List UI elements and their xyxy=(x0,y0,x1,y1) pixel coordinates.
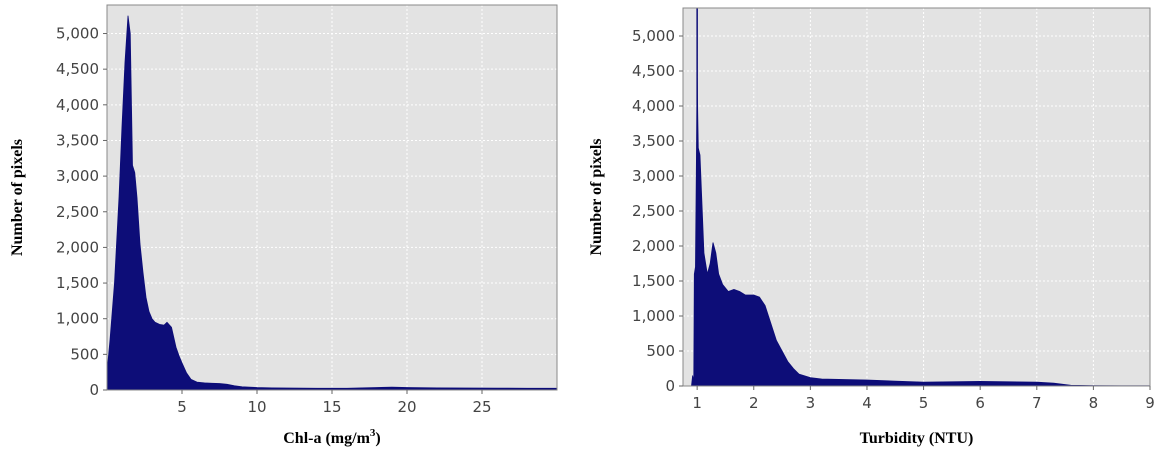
turbidity-histogram: 0 500 1,000 1,500 2,000 2,500 3,000 3,500 4,000 4… xyxy=(588,7,1155,447)
y-tick-label: 1,000 xyxy=(56,310,99,328)
x-tick-label: 20 xyxy=(397,398,416,416)
y-tick-label: 2,500 xyxy=(632,202,675,220)
y-tick-label: 3,500 xyxy=(56,131,99,149)
x-axis-ticks: 5 10 15 20 25 xyxy=(177,390,492,416)
x-axis-title-tail: ) xyxy=(375,430,380,447)
y-tick-label: 3,500 xyxy=(632,132,675,150)
x-axis-title: Chl-a (mg/m3) xyxy=(283,427,380,447)
x-tick-label: 15 xyxy=(322,398,341,416)
y-tick-label: 0 xyxy=(89,381,99,399)
y-tick-label: 2,000 xyxy=(632,237,675,255)
x-tick-label: 25 xyxy=(472,398,491,416)
x-axis-title-main: Chl-a (mg/m xyxy=(283,430,370,447)
x-tick-label: 5 xyxy=(177,398,187,416)
y-tick-label: 3,000 xyxy=(56,167,99,185)
plot-frame xyxy=(682,7,1151,387)
x-tick-label: 6 xyxy=(975,394,985,412)
y-axis-ticks: 0 500 1,000 1,500 2,000 2,500 3,000 3,500 4,000 4… xyxy=(632,27,683,395)
y-tick-label: 5,000 xyxy=(632,27,675,45)
y-tick-label: 4,500 xyxy=(56,60,99,78)
y-tick-label: 2,000 xyxy=(56,238,99,256)
x-tick-label: 8 xyxy=(1089,394,1099,412)
gridlines xyxy=(107,5,557,391)
y-tick-label: 5,000 xyxy=(56,25,99,43)
y-axis-ticks: 0 500 1,000 1,500 2,000 2,500 3,000 3,500 4,000 4… xyxy=(56,25,107,399)
x-tick-label: 10 xyxy=(247,398,266,416)
y-tick-label: 500 xyxy=(70,345,99,363)
y-tick-label: 3,000 xyxy=(632,167,675,185)
x-tick-label: 1 xyxy=(692,394,702,412)
y-tick-label: 4,000 xyxy=(632,97,675,115)
x-tick-label: 3 xyxy=(806,394,816,412)
y-tick-label: 500 xyxy=(646,342,675,360)
y-tick-label: 0 xyxy=(665,377,675,395)
chl-a-histogram: 0 500 1,000 1,500 2,000 2,500 3,000 3,500 4,000 4… xyxy=(9,4,558,447)
x-axis-ticks: 1 2 3 4 5 6 7 8 9 xyxy=(692,386,1155,412)
histogram-area xyxy=(683,77,1151,387)
y-axis-title: Number of pixels xyxy=(588,138,605,255)
y-tick-label: 1,000 xyxy=(632,307,675,325)
y-tick-label: 2,500 xyxy=(56,203,99,221)
x-tick-label: 4 xyxy=(862,394,872,412)
x-axis-title: Turbidity (NTU) xyxy=(860,430,974,447)
x-tick-label: 7 xyxy=(1032,394,1042,412)
y-tick-label: 4,000 xyxy=(56,96,99,114)
y-tick-label: 1,500 xyxy=(56,274,99,292)
x-tick-label: 2 xyxy=(749,394,759,412)
y-tick-label: 4,500 xyxy=(632,62,675,80)
x-axis-title-superscript: 3 xyxy=(370,427,376,439)
y-axis-title: Number of pixels xyxy=(9,139,26,256)
x-tick-label: 5 xyxy=(919,394,929,412)
x-tick-label: 9 xyxy=(1145,394,1155,412)
histogram-area xyxy=(106,15,558,391)
y-tick-label: 1,500 xyxy=(632,272,675,290)
